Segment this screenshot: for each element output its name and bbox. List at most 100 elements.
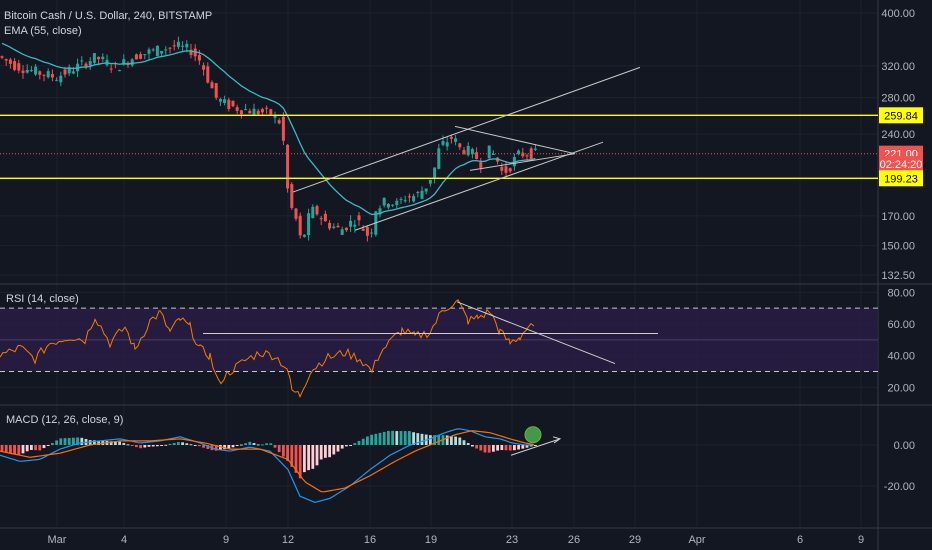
macd-histogram-bar	[454, 436, 457, 445]
candle-body	[118, 70, 122, 72]
price-axis-tick-label: 280.00	[881, 93, 915, 105]
macd-histogram-bar	[374, 433, 378, 445]
candle-body	[491, 153, 495, 155]
time-axis-tick-label: 9	[223, 534, 229, 546]
macd-histogram-bar	[399, 431, 403, 445]
time-axis-tick-label: 19	[425, 534, 437, 546]
price-axis-label-resistance: 259.84	[884, 110, 918, 122]
candle-body	[244, 109, 248, 111]
macd-histogram-bar	[164, 444, 168, 446]
candle-body	[25, 69, 29, 73]
candle-body	[273, 115, 277, 118]
candle-body	[260, 109, 264, 113]
candle-body	[445, 142, 449, 147]
macd-histogram-bar	[0, 445, 4, 452]
candle-body	[349, 220, 353, 227]
candle-body	[525, 155, 529, 157]
macd-histogram-bar	[126, 444, 130, 446]
macd-histogram-bar	[34, 445, 37, 451]
macd-histogram-bar	[475, 445, 478, 449]
macd-histogram-bar	[319, 445, 323, 460]
time-axis-tick-label: 23	[506, 534, 518, 546]
macd-histogram-bar	[492, 445, 495, 452]
macd-histogram-bar	[143, 445, 147, 448]
price-axis-label-countdown: 02:24:20	[880, 159, 923, 171]
macd-histogram-bar	[336, 445, 340, 452]
candle-body	[38, 71, 42, 75]
candle-body	[34, 66, 38, 75]
macd-histogram-bar	[471, 445, 474, 447]
candle-body	[281, 116, 285, 141]
candle-body	[151, 49, 155, 51]
macd-histogram-bar	[483, 445, 487, 453]
macd-histogram-bar	[9, 445, 12, 454]
macd-histogram-bar	[361, 438, 365, 445]
macd-histogram-bar	[88, 440, 92, 445]
candle-body	[420, 190, 424, 199]
candle-body	[416, 192, 420, 194]
macd-histogram-bar	[17, 445, 21, 455]
candle-body	[206, 66, 210, 83]
price-label-box	[879, 170, 923, 187]
price-label-box	[879, 156, 923, 173]
time-axis-tick-label: 29	[629, 534, 641, 546]
macd-histogram-bar	[261, 444, 264, 446]
macd-histogram-bar	[517, 445, 520, 450]
macd-histogram-bar	[72, 437, 75, 445]
candle-body	[399, 199, 403, 201]
candle-body	[130, 59, 134, 66]
time-axis-tick-label: 26	[568, 534, 580, 546]
candle-body	[428, 179, 432, 184]
candle-body	[441, 141, 445, 145]
candle-body	[298, 215, 302, 236]
channel-upper-trendline	[292, 66, 641, 193]
rsi-pane-label: RSI (14, close)	[4, 293, 81, 305]
rsi-descending-trendline	[456, 301, 616, 365]
macd-arrow-shaft	[510, 438, 561, 456]
macd-histogram-bar	[277, 445, 281, 453]
candle-body	[433, 167, 437, 179]
candle-body	[391, 204, 395, 206]
macd-histogram-bar	[55, 440, 58, 445]
candle-body	[29, 70, 33, 72]
macd-histogram-bar	[408, 431, 411, 445]
price-axis-label-support: 199.23	[884, 173, 918, 185]
macd-histogram-bar	[130, 445, 134, 446]
macd-axis-tick-label: 0.00	[894, 440, 915, 452]
candle-body	[487, 145, 491, 159]
candle-body	[223, 99, 227, 104]
candle-body	[63, 69, 67, 75]
candle-body	[462, 150, 466, 154]
macd-histogram-bar	[256, 444, 260, 446]
candle-body	[50, 74, 54, 78]
macd-histogram-bar	[252, 443, 256, 445]
macd-histogram-bar	[328, 445, 331, 458]
macd-histogram-bar	[219, 445, 222, 450]
candle-body	[286, 144, 290, 189]
macd-histogram-bar	[303, 445, 306, 473]
macd-line	[0, 428, 534, 504]
macd-histogram-bar	[151, 445, 155, 447]
price-axis-tick-label: 132.50	[881, 270, 915, 282]
macd-histogram-bar	[508, 445, 512, 451]
candle-body	[227, 99, 231, 109]
macd-histogram-bar	[315, 445, 319, 466]
candle-body	[46, 71, 50, 78]
price-axis-tick-label: 150.00	[881, 241, 915, 253]
candle-body	[67, 67, 71, 74]
macd-histogram-bar	[534, 445, 537, 446]
candle-body	[328, 222, 332, 229]
candle-body	[454, 138, 458, 142]
macd-histogram-bar	[67, 437, 71, 445]
macd-histogram-bar	[172, 442, 176, 445]
macd-histogram-bar	[353, 443, 357, 445]
candle-body	[0, 56, 4, 58]
candle-body	[71, 71, 75, 74]
candle-body	[21, 70, 25, 73]
macd-histogram-bar	[265, 443, 268, 445]
candle-body	[172, 45, 176, 47]
macd-histogram-bar	[529, 445, 533, 447]
rsi-axis-tick-label: 40.00	[887, 351, 915, 363]
candle-body	[256, 110, 260, 115]
